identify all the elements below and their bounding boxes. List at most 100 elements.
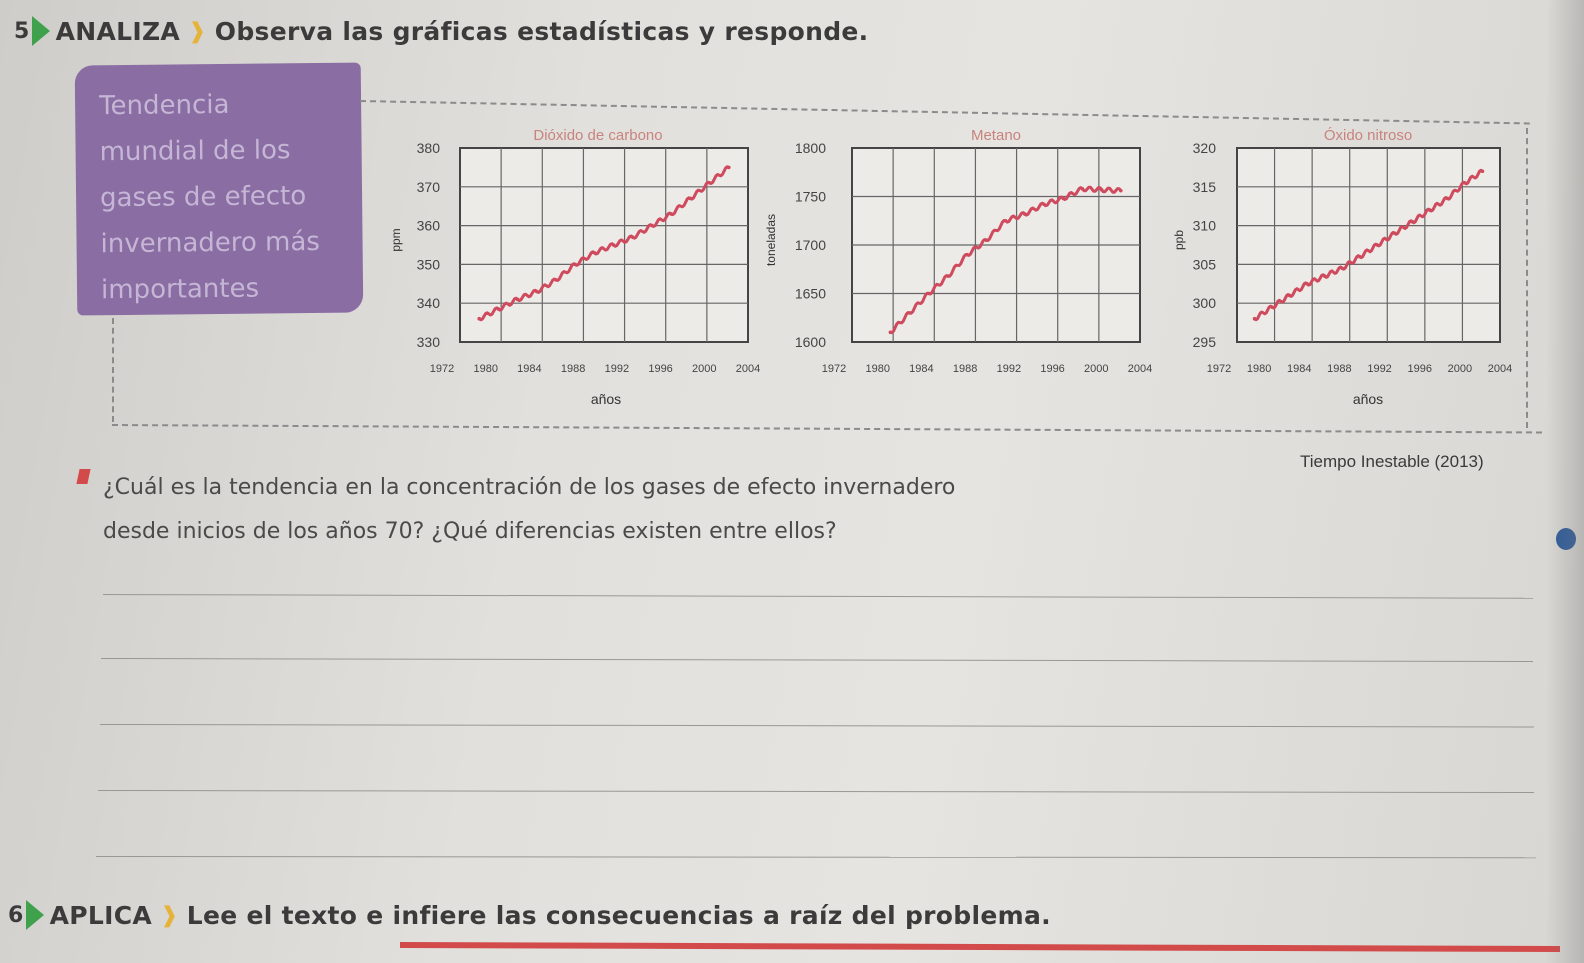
chart-2-data-point: [927, 291, 931, 296]
chart-1-series-line: [478, 165, 730, 322]
chart-1-data-point: [554, 278, 558, 282]
chart-2-data-point: [984, 238, 989, 242]
chart-2-x-tick-label: 1996: [1040, 363, 1064, 375]
chart-1-x-tick-label: 2000: [692, 363, 716, 375]
chart-2-x-tick-label: 1984: [909, 363, 933, 375]
chart-2-x-tick-label: 1992: [997, 363, 1021, 375]
chart-3-y-tick-label: 305: [1193, 256, 1217, 272]
chart-3-y-tick-label: 300: [1193, 295, 1217, 311]
chart-1-data-point: [573, 262, 577, 267]
chart-1-x-tick-label: 1996: [648, 363, 672, 375]
separator-icon: ❱: [160, 902, 179, 928]
chart-3-series-line: [1253, 168, 1484, 322]
chart-2-x-tick-label: 2004: [1128, 363, 1152, 375]
question-text: ¿Cuál es la tendencia en la concentració…: [103, 466, 1103, 554]
chart-3-data-point: [1393, 231, 1397, 236]
chart-1-data-point: [631, 235, 635, 240]
chart-1-x-tick-label: 2004: [736, 363, 760, 375]
chart-3-x-tick-label: 1980: [1247, 363, 1271, 375]
chart-2-y-tick-label: 1650: [795, 286, 826, 302]
chart-2-data-point: [1042, 202, 1046, 207]
chart-2-data-point: [1080, 186, 1085, 191]
chart-3-x-tick-label: 1996: [1407, 363, 1431, 375]
frame-dashed-right: [1526, 128, 1528, 428]
chart-1-title: Dióxido de carbono: [533, 127, 662, 144]
chart-1-data-point: [611, 243, 616, 247]
chart-3-data-point: [1322, 274, 1327, 278]
chart-3-data-point: [1428, 208, 1432, 212]
chart-1-data-point: [688, 196, 693, 201]
chart-2-data-point: [1119, 188, 1123, 193]
chart-3-title: Óxido nitroso: [1324, 127, 1412, 144]
chart-2-y-tick-label: 1800: [795, 140, 826, 156]
chart-2-y-tick-label: 1750: [795, 189, 826, 205]
chevron-icon: [25, 900, 44, 930]
chart-2-data-point: [1023, 212, 1027, 216]
question-line-1: ¿Cuál es la tendencia en la concentració…: [103, 475, 956, 500]
chart-2-x-tick-label: 1980: [865, 363, 889, 375]
exercise-instruction: Lee el texto e infiere las consecuencias…: [186, 900, 1051, 930]
chart-2-y-tick-label: 1700: [795, 237, 826, 253]
chart-1-y-tick-label: 370: [417, 179, 441, 195]
chart-3-data-point: [1252, 316, 1257, 321]
chart-3-x-tick-label: 1992: [1367, 363, 1391, 375]
chart-3-x-tick-label: 1988: [1327, 363, 1351, 375]
chart-3-y-tick-label: 315: [1193, 179, 1217, 195]
chart-2-data-point: [965, 252, 969, 257]
chart-3-data-point: [1410, 219, 1415, 224]
chart-2-data-point: [907, 311, 912, 315]
exercise-instruction: Observa las gráficas estadísticas y resp…: [214, 16, 869, 46]
chart-2-data-point: [1061, 196, 1065, 201]
exercise-5-header: 5 ANALIZA ❱ Observa las gráficas estadís…: [14, 16, 868, 46]
chart-3-data-point: [1480, 169, 1485, 174]
chart-1-data-point: [477, 316, 482, 321]
exercise-number: 6: [8, 902, 24, 928]
chart-3-x-tick-label: 2000: [1448, 363, 1472, 375]
chart-1-data-point: [496, 307, 501, 311]
margin-mark: [1556, 528, 1576, 550]
chart-3-data-point: [1270, 305, 1274, 309]
chart-1-x-tick-label: 1988: [561, 363, 585, 375]
question-line-2: desde inicios de los años 70? ¿Qué difer…: [103, 519, 837, 544]
chart-1-y-tick-label: 360: [417, 218, 441, 234]
frame-dashed-left: [112, 318, 114, 422]
chart-3-y-tick-label: 320: [1193, 140, 1217, 156]
chart-1-data-point: [727, 165, 731, 170]
chart-1-x-tick-label: 1972: [430, 363, 454, 375]
chart-3-x-tick-label: 1984: [1287, 363, 1311, 375]
chart-1-x-tick-label: 1980: [473, 363, 497, 375]
chart-2-data-point: [946, 274, 950, 278]
exercise-keyword: APLICA: [49, 900, 153, 930]
chart-1-data-point: [535, 289, 539, 294]
exercise-6-header: 6 APLICA ❱ Lee el texto e infiere las co…: [8, 900, 1051, 930]
chart-1-plot-area: [459, 147, 749, 343]
chart-3-data-point: [1445, 196, 1450, 201]
chart-1-x-tick-label: 1992: [605, 363, 629, 375]
chart-2-x-tick-label: 1988: [953, 363, 977, 375]
chart-1-y-tick-label: 380: [417, 140, 441, 156]
exercise-number: 5: [14, 18, 30, 44]
separator-icon: ❱: [188, 18, 207, 44]
exercise-keyword: ANALIZA: [55, 16, 181, 46]
chart-2-x-tick-label: 1972: [822, 363, 846, 375]
chart-3-y-tick-label: 310: [1193, 218, 1217, 234]
chart-1-y-tick-label: 330: [417, 334, 441, 350]
chart-1-data-point: [669, 212, 673, 216]
chart-3-x-axis-label: años: [1353, 391, 1383, 407]
chart-1-x-axis-label: años: [591, 391, 621, 407]
chart-2-data-point: [888, 330, 893, 335]
chart-2-title: Metano: [971, 127, 1021, 144]
chart-1-data-point: [707, 181, 712, 185]
chart-2-data-point: [1003, 218, 1008, 223]
source-citation: Tiempo Inestable (2013): [1300, 452, 1484, 471]
chart-2-y-axis-label: toneladas: [764, 214, 778, 266]
chart-3-data-point: [1340, 266, 1344, 271]
chart-2-x-tick-label: 2000: [1084, 363, 1108, 375]
chart-3-plot-area: [1236, 147, 1501, 343]
chart-1-data-point: [650, 223, 654, 228]
chart-1-y-tick-label: 350: [417, 256, 441, 272]
chart-3-data-point: [1287, 293, 1292, 298]
chart-1-x-tick-label: 1984: [517, 363, 541, 375]
chart-3-y-tick-label: 295: [1193, 334, 1217, 350]
